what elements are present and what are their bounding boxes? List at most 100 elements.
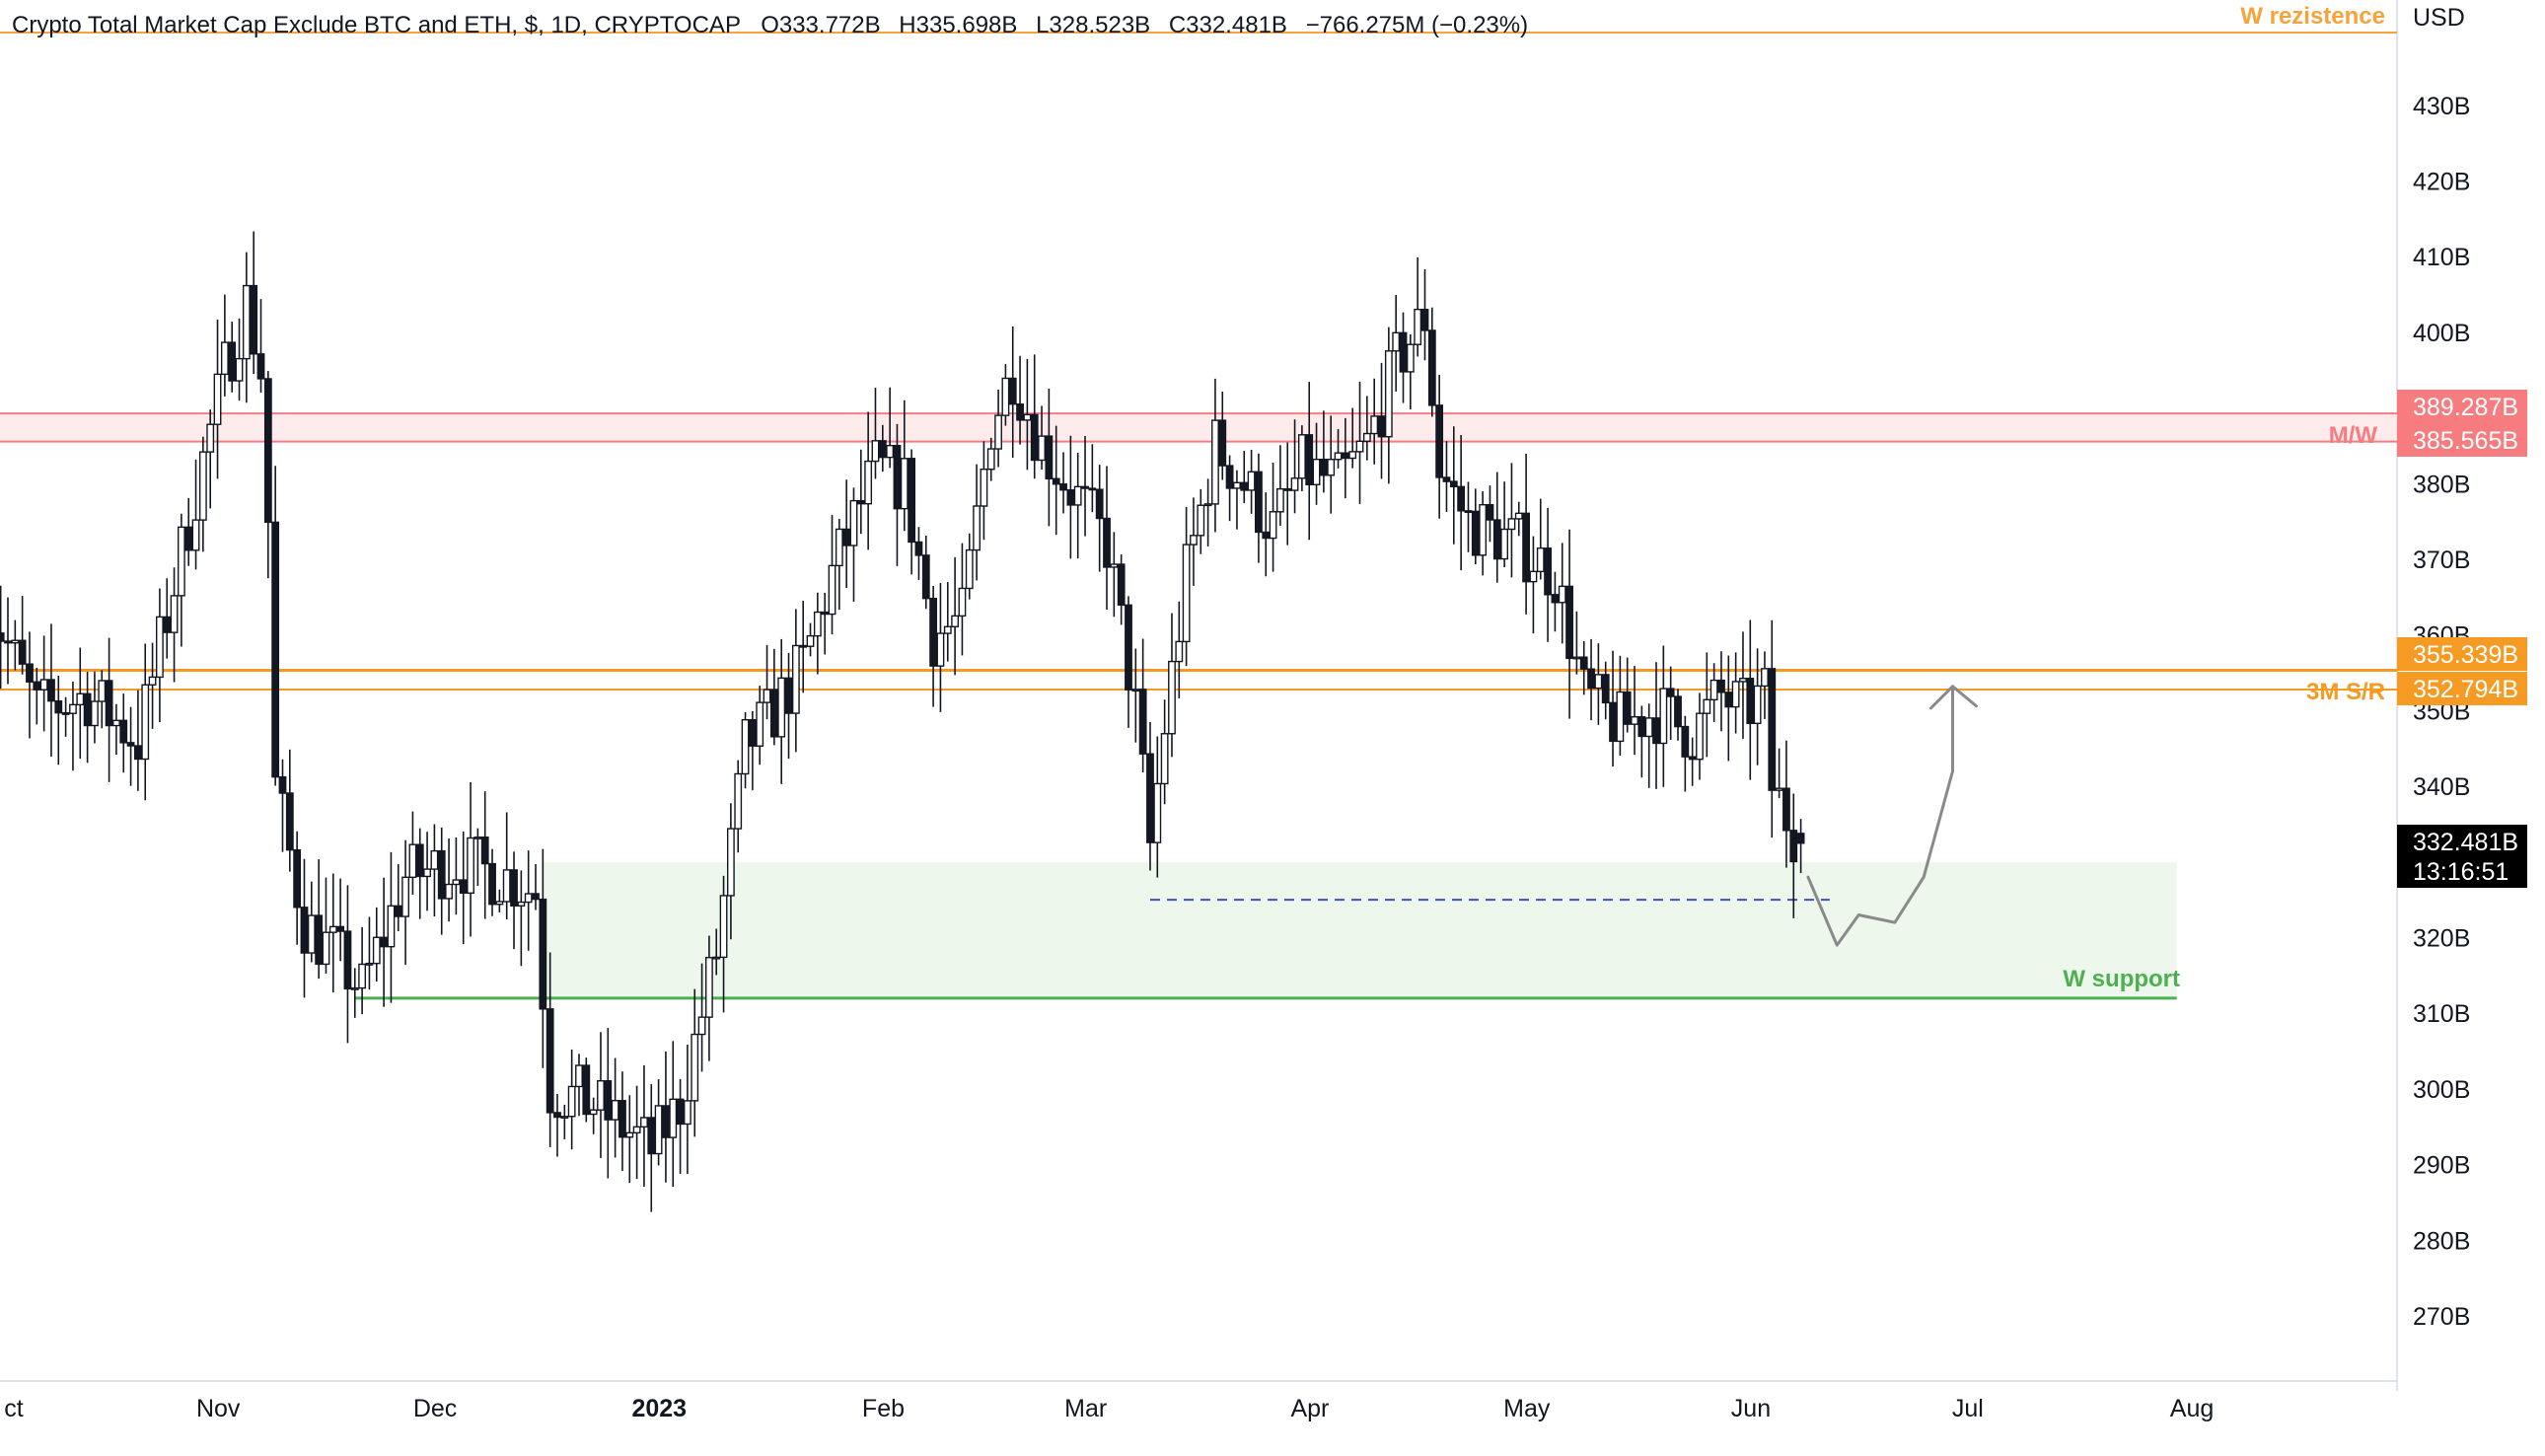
y-tick-label: 300B bbox=[2413, 1076, 2470, 1104]
candle-body bbox=[654, 1105, 663, 1155]
candle-body bbox=[1492, 519, 1501, 560]
candle-body bbox=[1073, 485, 1082, 506]
candle-body bbox=[285, 792, 294, 851]
candle-body bbox=[1746, 678, 1755, 725]
candle-body bbox=[228, 341, 237, 382]
candle-body bbox=[1471, 510, 1480, 556]
candle-body bbox=[741, 718, 750, 775]
candle-body bbox=[1182, 544, 1191, 643]
y-tick-label: 370B bbox=[2413, 546, 2470, 574]
sr-bottom-badge bbox=[2397, 672, 2527, 705]
candle-body bbox=[467, 837, 474, 895]
candle-body bbox=[170, 595, 179, 633]
candle-body bbox=[921, 554, 930, 600]
countdown-value: 13:16:51 bbox=[2413, 858, 2509, 886]
zones-layer bbox=[0, 32, 2397, 1000]
candle-body bbox=[343, 930, 352, 990]
candle-body bbox=[604, 1080, 613, 1121]
price-scale[interactable]: USD 430B420B410B400B380B370B360B350B340B… bbox=[2397, 4, 2527, 1331]
time-scale[interactable]: ct Nov Dec 2023 Feb Mar Apr May Jun Jul Aug bbox=[4, 1395, 2214, 1422]
candle-body bbox=[1688, 756, 1697, 761]
candle-body bbox=[134, 745, 142, 761]
y-tick-label: 400B bbox=[2413, 320, 2470, 347]
candle-body bbox=[408, 843, 417, 879]
candle-body bbox=[336, 925, 345, 932]
candle-body bbox=[726, 828, 735, 897]
candle-body bbox=[1551, 594, 1560, 604]
candle-body bbox=[1709, 679, 1718, 701]
candle-body bbox=[155, 616, 164, 679]
candle-body bbox=[437, 849, 446, 900]
candle-body bbox=[1168, 660, 1176, 735]
candle-body bbox=[1045, 435, 1054, 479]
candle-body bbox=[705, 957, 713, 1018]
candle-body bbox=[415, 843, 424, 878]
candle-body bbox=[799, 644, 808, 648]
candle-body bbox=[1579, 656, 1588, 670]
candle-body bbox=[1030, 413, 1039, 462]
candle-body bbox=[502, 869, 511, 903]
candle-body bbox=[1341, 452, 1349, 460]
candle-body bbox=[242, 284, 251, 360]
candle-body bbox=[184, 526, 193, 551]
candle-body bbox=[1731, 681, 1740, 708]
candle-body bbox=[206, 423, 215, 453]
sr-top-value: 355.339B bbox=[2413, 641, 2518, 669]
candle-body bbox=[459, 879, 468, 895]
candle-body bbox=[1435, 404, 1444, 478]
last-price-badge bbox=[2397, 825, 2527, 888]
candle-body bbox=[1631, 716, 1638, 725]
candle-body bbox=[1262, 531, 1271, 540]
candle-body bbox=[488, 862, 496, 906]
candle-body bbox=[372, 936, 381, 965]
candle-body bbox=[697, 1016, 706, 1036]
mw-top-badge bbox=[2397, 390, 2527, 423]
candle-body bbox=[878, 440, 887, 459]
candle-body bbox=[191, 519, 200, 551]
candle-body bbox=[625, 1131, 634, 1138]
candle-body bbox=[1283, 487, 1292, 491]
candle-body bbox=[1414, 308, 1422, 345]
candle-body bbox=[365, 962, 374, 966]
candle-body bbox=[647, 1117, 656, 1155]
candle-body bbox=[1095, 488, 1104, 520]
candle-body bbox=[1008, 377, 1017, 405]
drawings-layer bbox=[1806, 685, 1979, 947]
candle-body bbox=[712, 956, 721, 960]
candle-body bbox=[1348, 451, 1357, 460]
candle-body bbox=[1197, 504, 1205, 537]
x-tick-label: Dec bbox=[413, 1395, 457, 1422]
candle-body bbox=[256, 353, 265, 380]
candle-body bbox=[1507, 518, 1516, 531]
x-tick-label: 2023 bbox=[631, 1395, 687, 1422]
candle-body bbox=[886, 444, 895, 459]
candle-body bbox=[1558, 585, 1566, 604]
candle-body bbox=[1464, 510, 1473, 514]
candle-body bbox=[900, 458, 909, 510]
candle-body bbox=[589, 1109, 598, 1116]
ohlc-open: O333.772B bbox=[761, 12, 880, 38]
candle-body bbox=[1420, 308, 1429, 331]
candle-body bbox=[358, 963, 367, 989]
y-tick-label: 310B bbox=[2413, 1000, 2470, 1028]
candle-body bbox=[864, 460, 873, 505]
candle-body bbox=[1536, 547, 1545, 573]
candle-body bbox=[517, 901, 526, 907]
candle-body bbox=[769, 689, 778, 738]
candle-body bbox=[126, 742, 135, 747]
candle-body bbox=[1362, 432, 1371, 442]
candles-layer bbox=[0, 231, 1805, 1212]
candle-body bbox=[835, 528, 843, 567]
candle-body bbox=[1594, 674, 1603, 690]
mw-label: M/W bbox=[2329, 422, 2378, 449]
candle-body bbox=[213, 373, 222, 425]
candle-body bbox=[495, 901, 504, 906]
candle-body bbox=[748, 718, 757, 747]
candle-body bbox=[828, 564, 836, 616]
candle-body bbox=[1406, 343, 1415, 373]
candle-body bbox=[842, 528, 851, 546]
candle-body bbox=[791, 644, 800, 714]
candle-body bbox=[640, 1117, 648, 1128]
candle-body bbox=[1399, 331, 1408, 373]
